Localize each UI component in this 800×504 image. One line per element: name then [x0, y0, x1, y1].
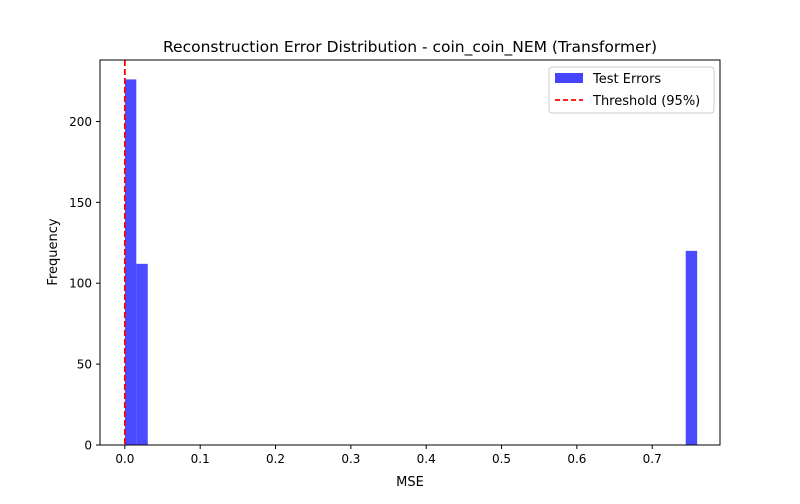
- plot-frame: [99, 59, 721, 446]
- legend-swatch-test-errors: [555, 73, 583, 83]
- legend-label-threshold: Threshold (95%): [592, 94, 700, 109]
- x-tick-label: 0.5: [492, 452, 511, 466]
- y-axis-label: Frequency: [46, 218, 61, 285]
- x-tick-label: 0.2: [266, 452, 285, 466]
- histogram-bar: [685, 250, 698, 445]
- x-tick-label: 0.1: [191, 452, 210, 466]
- histogram-bar: [136, 263, 148, 445]
- histogram-bar: [124, 79, 137, 445]
- bars-layer: [124, 79, 698, 445]
- chart-title: Reconstruction Error Distribution - coin…: [163, 38, 657, 57]
- y-axis: 0 50 100 150 200: [69, 115, 100, 453]
- legend: Test Errors Threshold (95%): [548, 66, 715, 114]
- y-tick-label: 150: [69, 196, 92, 210]
- x-axis: 0.0 0.1 0.2 0.3 0.4 0.5 0.6 0.7: [115, 445, 662, 466]
- y-tick-label: 0: [84, 439, 92, 453]
- x-tick-label: 0.7: [643, 452, 662, 466]
- y-tick-label: 100: [69, 277, 92, 291]
- x-tick-label: 0.6: [567, 452, 586, 466]
- x-axis-label: MSE: [396, 475, 424, 490]
- x-tick-label: 0.4: [417, 452, 436, 466]
- x-tick-label: 0.0: [115, 452, 134, 466]
- y-tick-label: 50: [77, 358, 92, 372]
- x-tick-label: 0.3: [341, 452, 360, 466]
- legend-box: [548, 66, 715, 114]
- legend-label-test-errors: Test Errors: [592, 72, 661, 87]
- y-tick-label: 200: [69, 115, 92, 129]
